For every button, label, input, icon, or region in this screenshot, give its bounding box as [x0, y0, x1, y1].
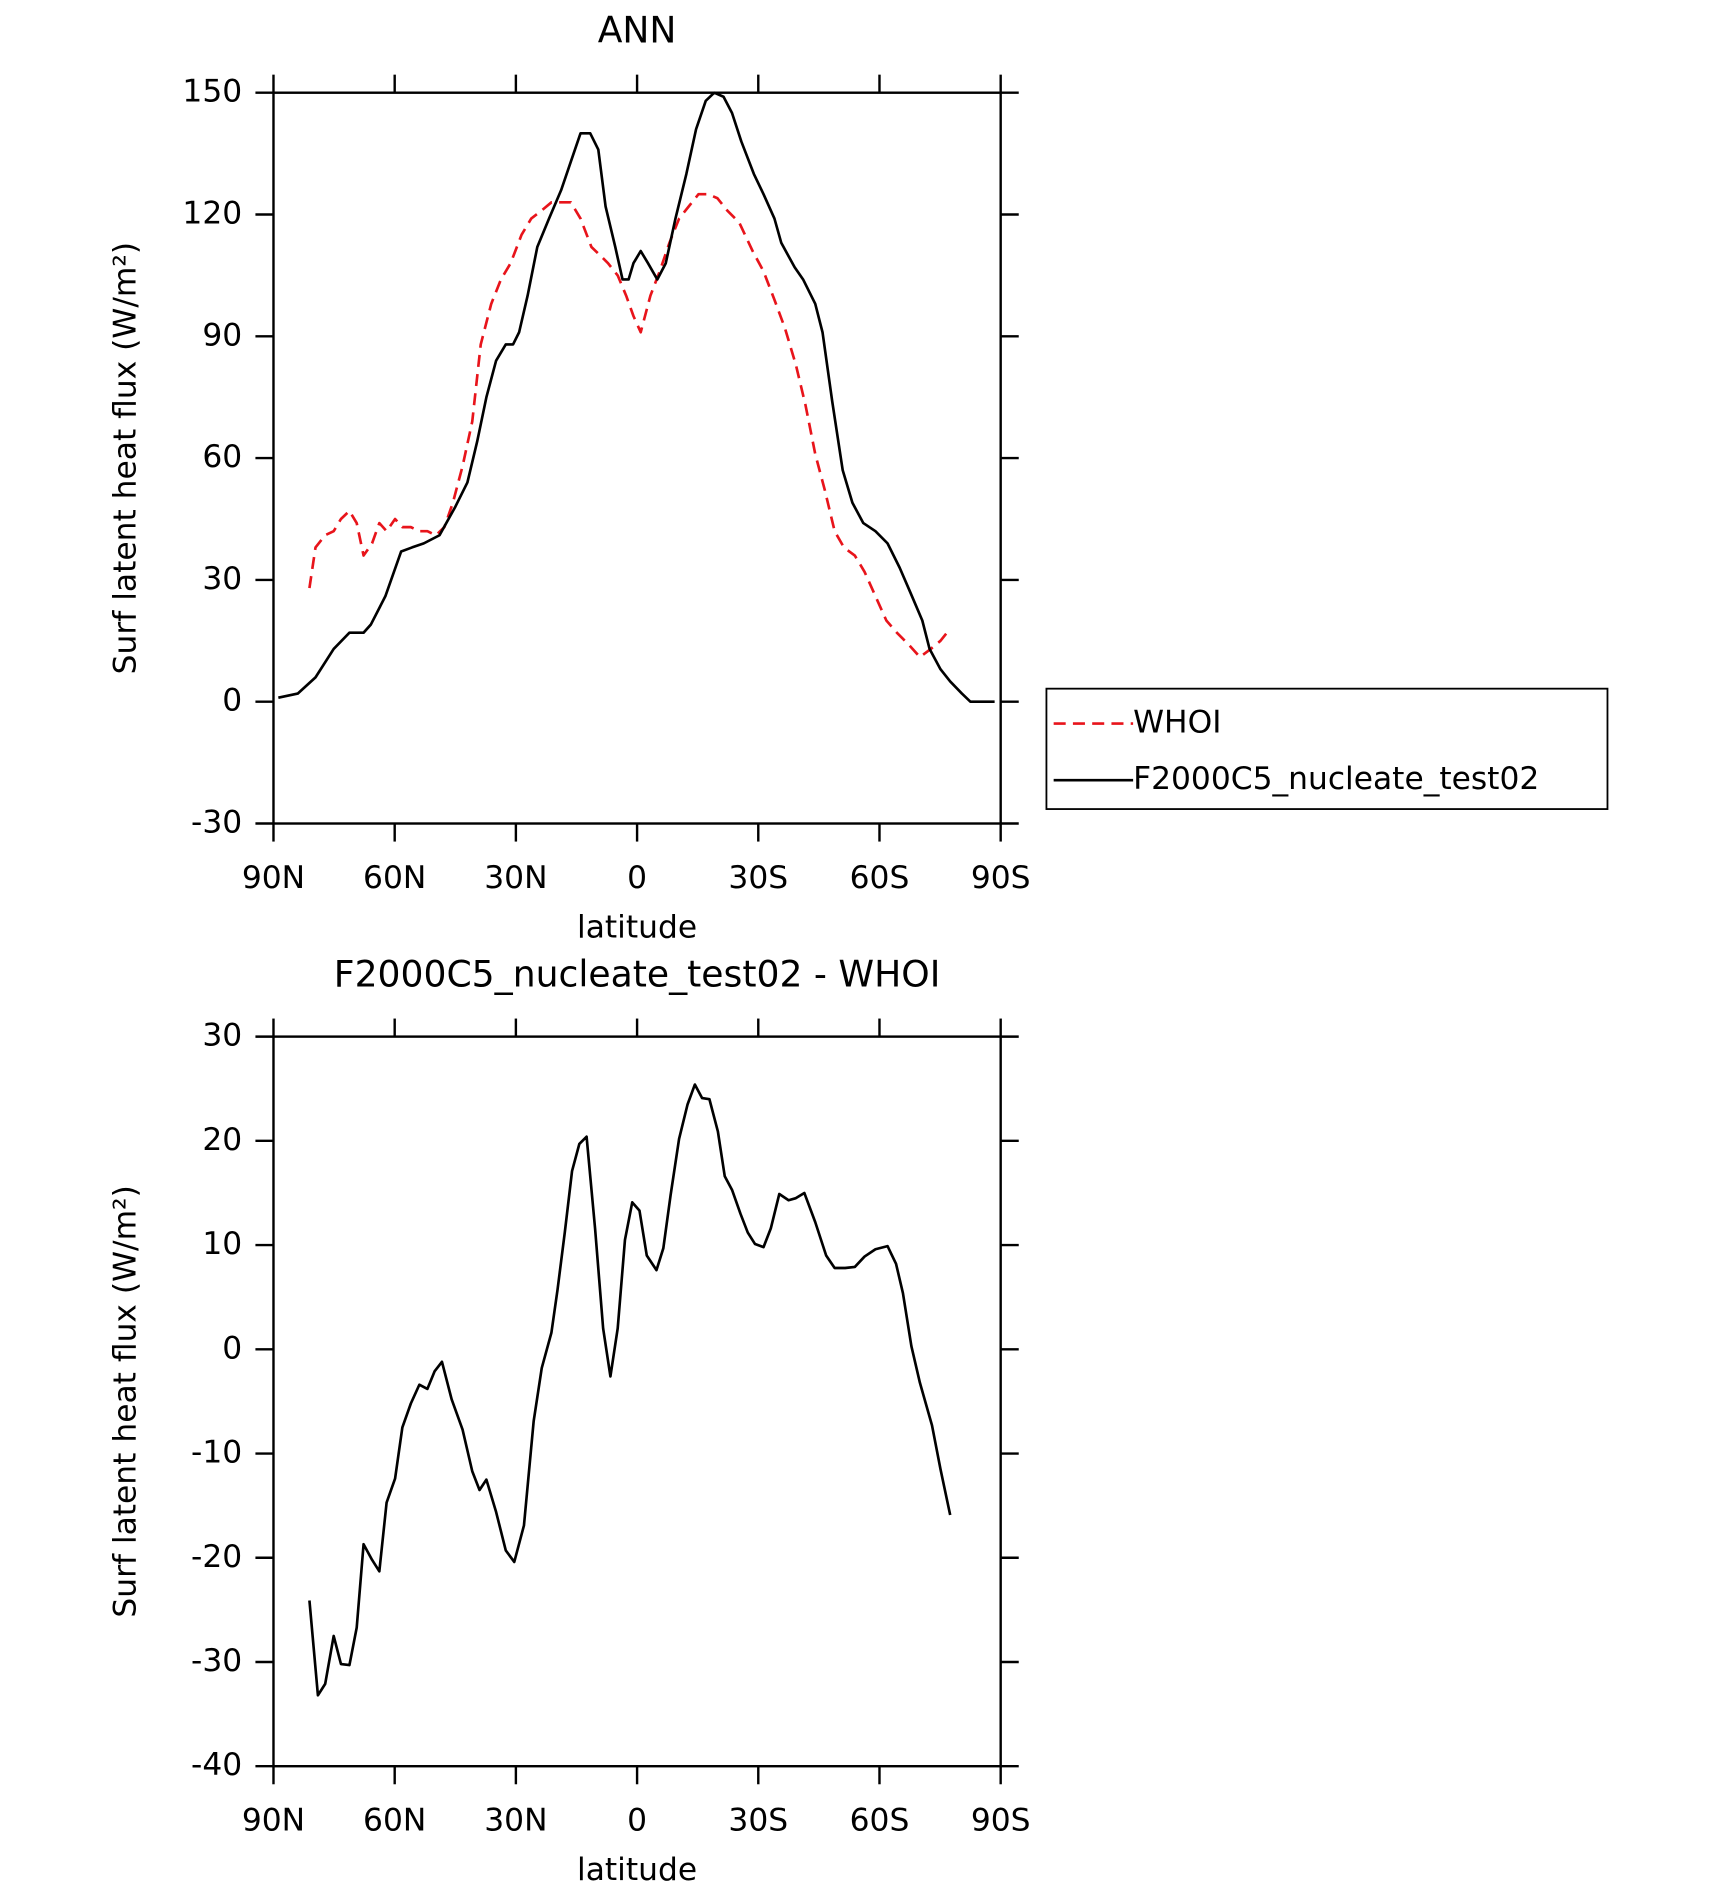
data-line — [308, 192, 952, 659]
data-line — [308, 1083, 952, 1697]
x-axis-label: latitude — [577, 1852, 697, 1883]
y-tick-label: 20 — [202, 1122, 242, 1158]
y-tick-label: 0 — [222, 683, 242, 719]
x-tick-label: 60S — [850, 860, 910, 896]
y-tick-label: 150 — [182, 74, 242, 110]
x-tick-label: 30S — [728, 1803, 788, 1839]
x-tick-label: 60N — [363, 1803, 426, 1839]
y-tick-label: 120 — [182, 196, 242, 232]
x-tick-label: 90S — [971, 860, 1031, 896]
x-tick-label: 90N — [242, 1803, 305, 1839]
y-tick-label: 30 — [202, 561, 242, 597]
x-tick-label: 60S — [850, 1803, 910, 1839]
x-tick-label: 0 — [627, 860, 647, 896]
plot-frame — [272, 1035, 1002, 1768]
data-line — [278, 91, 995, 704]
y-tick-label: -30 — [191, 805, 242, 841]
y-tick-label: 30 — [202, 1018, 242, 1054]
x-tick-label: 90S — [971, 1803, 1031, 1839]
y-axis-label: Surf latent heat flux (W/m²) — [108, 1185, 144, 1617]
x-axis-label: latitude — [577, 909, 697, 945]
y-tick-label: -20 — [191, 1539, 242, 1575]
y-tick-label: -30 — [191, 1643, 242, 1679]
plot-frame — [272, 91, 1002, 825]
y-tick-label: 10 — [202, 1226, 242, 1262]
chart-title: F2000C5_nucleate_test02 - WHOI — [334, 952, 941, 995]
x-tick-label: 90N — [242, 860, 305, 896]
y-tick-label: -10 — [191, 1435, 242, 1471]
x-tick-label: 30N — [484, 1803, 547, 1839]
x-tick-label: 0 — [627, 1803, 647, 1839]
y-tick-label: 60 — [202, 439, 242, 475]
x-tick-label: 30S — [728, 860, 788, 896]
chart-title: ANN — [598, 9, 677, 52]
legend-label: F2000C5_nucleate_test02 — [1133, 761, 1539, 797]
y-tick-label: -40 — [191, 1747, 242, 1783]
x-tick-label: 30N — [484, 860, 547, 896]
y-tick-label: 0 — [222, 1330, 242, 1366]
y-axis-label: Surf latent heat flux (W/m²) — [108, 242, 144, 674]
y-tick-label: 90 — [202, 317, 242, 353]
x-tick-label: 60N — [363, 860, 426, 896]
legend-box — [1045, 687, 1609, 810]
legend-label: WHOI — [1133, 705, 1221, 741]
